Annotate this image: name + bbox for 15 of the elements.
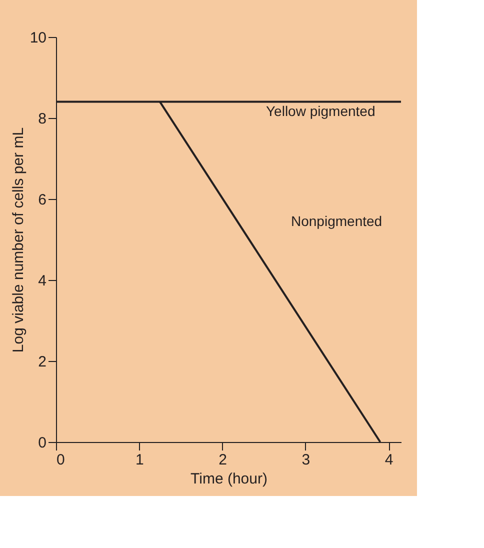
x-tick-label: 1 (135, 452, 144, 468)
y-tick-label: 8 (38, 110, 46, 128)
y-tick-label: 2 (38, 354, 46, 370)
annotation: Yellow pigmented (266, 103, 376, 119)
x-tick-label: 3 (302, 452, 310, 468)
x-tick-label: 4 (384, 452, 394, 468)
x-tick-label: 2 (218, 452, 227, 468)
annotation: Nonpigmented (291, 213, 382, 229)
y-tick-label: 0 (38, 434, 46, 452)
y-tick-label: 4 (38, 272, 46, 290)
y-tick-label: 6 (38, 192, 46, 208)
y-tick-label: 10 (30, 30, 46, 46)
y-axis-title: Log viable number of cells per mL (10, 127, 27, 353)
x-tick-label: 0 (56, 452, 65, 468)
x-axis-title: Time (hour) (190, 470, 268, 488)
